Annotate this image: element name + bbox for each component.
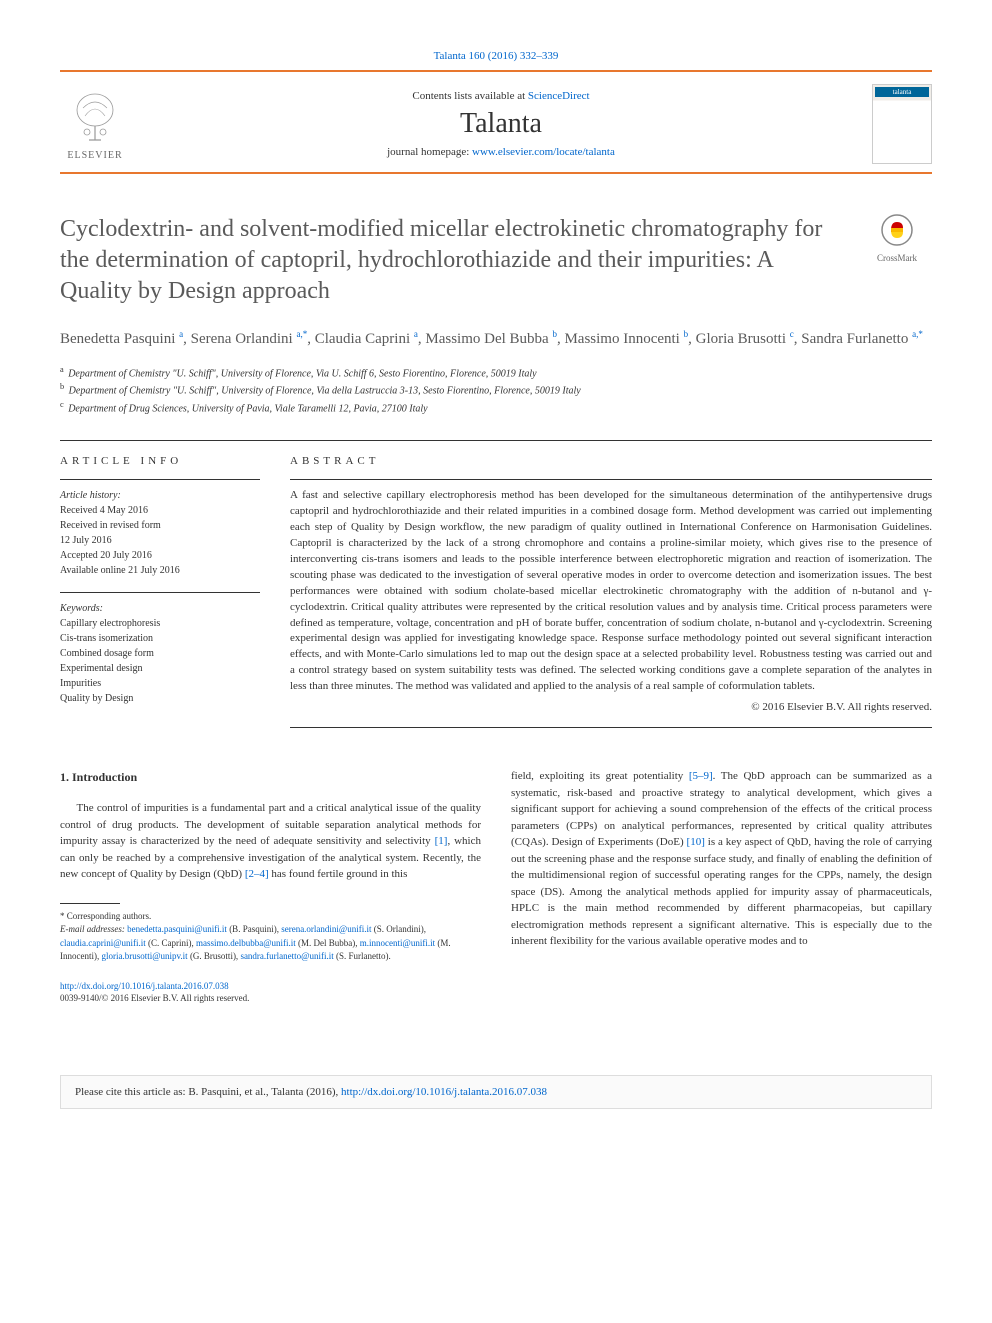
keywords-block: Keywords: Capillary electrophoresisCis-t… — [60, 592, 260, 706]
keywords-label: Keywords: — [60, 601, 260, 616]
article-info-column: ARTICLE INFO Article history: Received 4… — [60, 455, 260, 728]
contents-label: Contents lists available at — [412, 90, 527, 102]
abstract-column: ABSTRACT A fast and selective capillary … — [290, 455, 932, 728]
email-link[interactable]: massimo.delbubba@unifi.it — [196, 938, 296, 948]
email-link[interactable]: serena.orlandini@unifi.it — [281, 924, 371, 934]
article-history: Article history: Received 4 May 2016Rece… — [60, 479, 260, 578]
email-link[interactable]: sandra.furlanetto@unifi.it — [240, 951, 333, 961]
history-line: Received 4 May 2016 — [60, 503, 260, 518]
doi-link[interactable]: http://dx.doi.org/10.1016/j.talanta.2016… — [60, 981, 229, 991]
affiliation-line: c Department of Drug Sciences, Universit… — [60, 399, 932, 416]
journal-ref-link[interactable]: Talanta 160 (2016) 332–339 — [434, 50, 559, 62]
crossmark-label: CrossMark — [862, 253, 932, 263]
history-label: Article history: — [60, 488, 260, 503]
journal-reference: Talanta 160 (2016) 332–339 — [60, 50, 932, 62]
article-title: Cyclodextrin- and solvent-modified micel… — [60, 214, 842, 308]
citation-prefix: Please cite this article as: B. Pasquini… — [75, 1086, 341, 1098]
keyword-item: Cis-trans isomerization — [60, 631, 260, 646]
intro-para-right: field, exploiting its great potentiality… — [511, 768, 932, 950]
keyword-item: Quality by Design — [60, 691, 260, 706]
keyword-item: Combined dosage form — [60, 646, 260, 661]
affiliations: a Department of Chemistry "U. Schiff", U… — [60, 364, 932, 416]
corresponding-note: * Corresponding authors. — [60, 910, 481, 924]
elsevier-logo[interactable]: ELSEVIER — [60, 84, 130, 164]
top-divider — [60, 70, 932, 72]
keyword-item: Capillary electrophoresis — [60, 616, 260, 631]
ref-link[interactable]: [1] — [435, 835, 448, 847]
email-link[interactable]: gloria.brusotti@unipv.it — [101, 951, 187, 961]
history-line: Received in revised form — [60, 518, 260, 533]
doi-block: http://dx.doi.org/10.1016/j.talanta.2016… — [60, 980, 481, 1005]
email-label: E-mail addresses: — [60, 924, 127, 934]
issn-copyright: 0039-9140/© 2016 Elsevier B.V. All right… — [60, 993, 249, 1003]
email-link[interactable]: benedetta.pasquini@unifi.it — [127, 924, 227, 934]
crossmark-icon — [881, 214, 913, 246]
abstract-heading: ABSTRACT — [290, 455, 932, 467]
intro-heading: 1. Introduction — [60, 768, 481, 786]
sciencedirect-link[interactable]: ScienceDirect — [528, 90, 590, 102]
affiliation-line: b Department of Chemistry "U. Schiff", U… — [60, 381, 932, 398]
article-info-heading: ARTICLE INFO — [60, 455, 260, 467]
email-link[interactable]: claudia.caprini@unifi.it — [60, 938, 146, 948]
journal-header: ELSEVIER Contents lists available at Sci… — [60, 84, 932, 174]
ref-link[interactable]: [5–9] — [689, 770, 713, 782]
header-center: Contents lists available at ScienceDirec… — [387, 90, 615, 158]
history-line: Accepted 20 July 2016 — [60, 548, 260, 563]
footnote-separator — [60, 903, 120, 904]
author-list: Benedetta Pasquini a, Serena Orlandini a… — [60, 328, 932, 351]
body-columns: 1. Introduction The control of impuritie… — [60, 768, 932, 1005]
journal-name: Talanta — [387, 108, 615, 140]
homepage-link[interactable]: www.elsevier.com/locate/talanta — [472, 146, 615, 158]
elsevier-label: ELSEVIER — [67, 150, 122, 161]
footnotes: * Corresponding authors. E-mail addresse… — [60, 910, 481, 964]
citation-footer: Please cite this article as: B. Pasquini… — [60, 1075, 932, 1109]
journal-cover-thumbnail[interactable]: talanta — [872, 84, 932, 164]
keyword-item: Impurities — [60, 676, 260, 691]
email-link[interactable]: m.innocenti@unifi.it — [360, 938, 435, 948]
homepage-label: journal homepage: — [387, 146, 472, 158]
citation-doi-link[interactable]: http://dx.doi.org/10.1016/j.talanta.2016… — [341, 1086, 547, 1098]
crossmark-badge[interactable]: CrossMark — [862, 214, 932, 263]
history-line: 12 July 2016 — [60, 533, 260, 548]
ref-link[interactable]: [2–4] — [245, 868, 269, 880]
keyword-item: Experimental design — [60, 661, 260, 676]
intro-para-left: The control of impurities is a fundament… — [60, 800, 481, 883]
affiliation-line: a Department of Chemistry "U. Schiff", U… — [60, 364, 932, 381]
elsevier-tree-icon — [65, 88, 125, 148]
abstract-copyright: © 2016 Elsevier B.V. All rights reserved… — [290, 701, 932, 713]
body-column-right: field, exploiting its great potentiality… — [511, 768, 932, 1005]
ref-link[interactable]: [10] — [687, 836, 705, 848]
cover-label: talanta — [875, 87, 929, 97]
abstract-text: A fast and selective capillary electroph… — [290, 479, 932, 695]
body-column-left: 1. Introduction The control of impuritie… — [60, 768, 481, 1005]
history-line: Available online 21 July 2016 — [60, 563, 260, 578]
